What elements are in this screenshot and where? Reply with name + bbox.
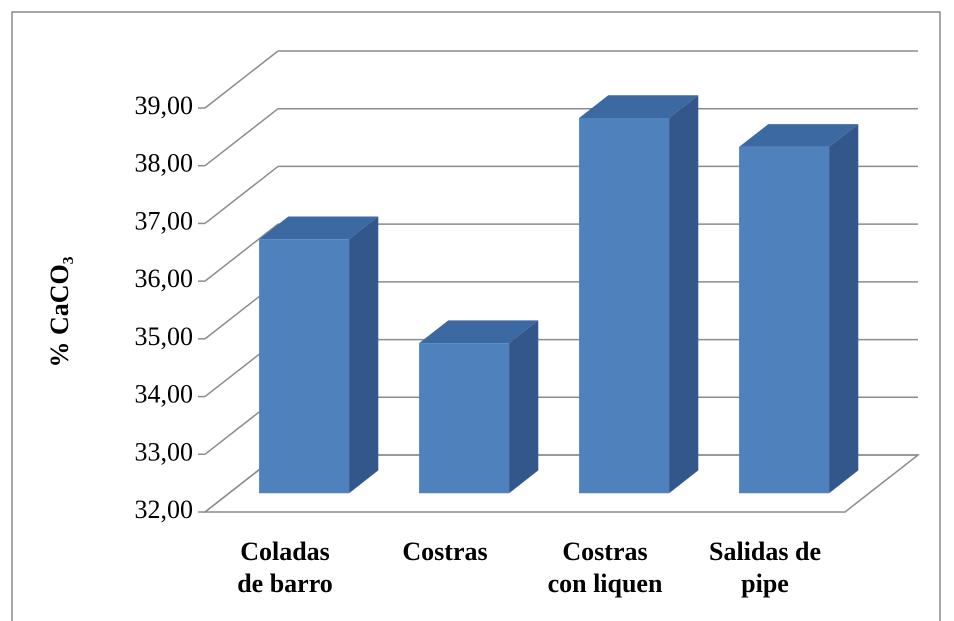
y-tick-label: 33,00 <box>135 437 194 466</box>
y-tick-label: 35,00 <box>135 322 194 351</box>
bar-top <box>579 95 699 119</box>
grid-line <box>204 50 279 109</box>
bar-top <box>739 124 859 147</box>
bar-side <box>669 95 699 494</box>
y-tick-label: 34,00 <box>135 380 194 409</box>
bar <box>579 118 670 494</box>
x-tick-label: Costras <box>402 537 488 566</box>
grid-line <box>204 165 279 225</box>
y-tick-label: 37,00 <box>135 206 194 235</box>
y-tick-label: 36,00 <box>135 264 194 293</box>
bar <box>419 343 510 494</box>
chart-frame <box>11 11 941 621</box>
grid-line <box>204 108 279 167</box>
y-tick-label: 38,00 <box>135 149 194 178</box>
bar-side <box>509 320 539 494</box>
x-tick-label: Costras con liquen <box>547 537 663 598</box>
y-axis-label: % CaCO₃ <box>45 256 74 367</box>
bar <box>739 146 830 494</box>
x-tick-label: Salidas de pipe <box>709 537 821 598</box>
y-tick-label: 32,00 <box>135 495 194 524</box>
x-tick-label: Coladas de barro <box>237 537 333 598</box>
bar-side <box>349 216 379 494</box>
grid-line <box>204 223 279 282</box>
bar <box>259 239 350 494</box>
y-tick-label: 39,00 <box>135 91 194 120</box>
bar-side <box>829 124 859 494</box>
bar-top <box>419 320 539 344</box>
bar-top <box>259 216 379 240</box>
